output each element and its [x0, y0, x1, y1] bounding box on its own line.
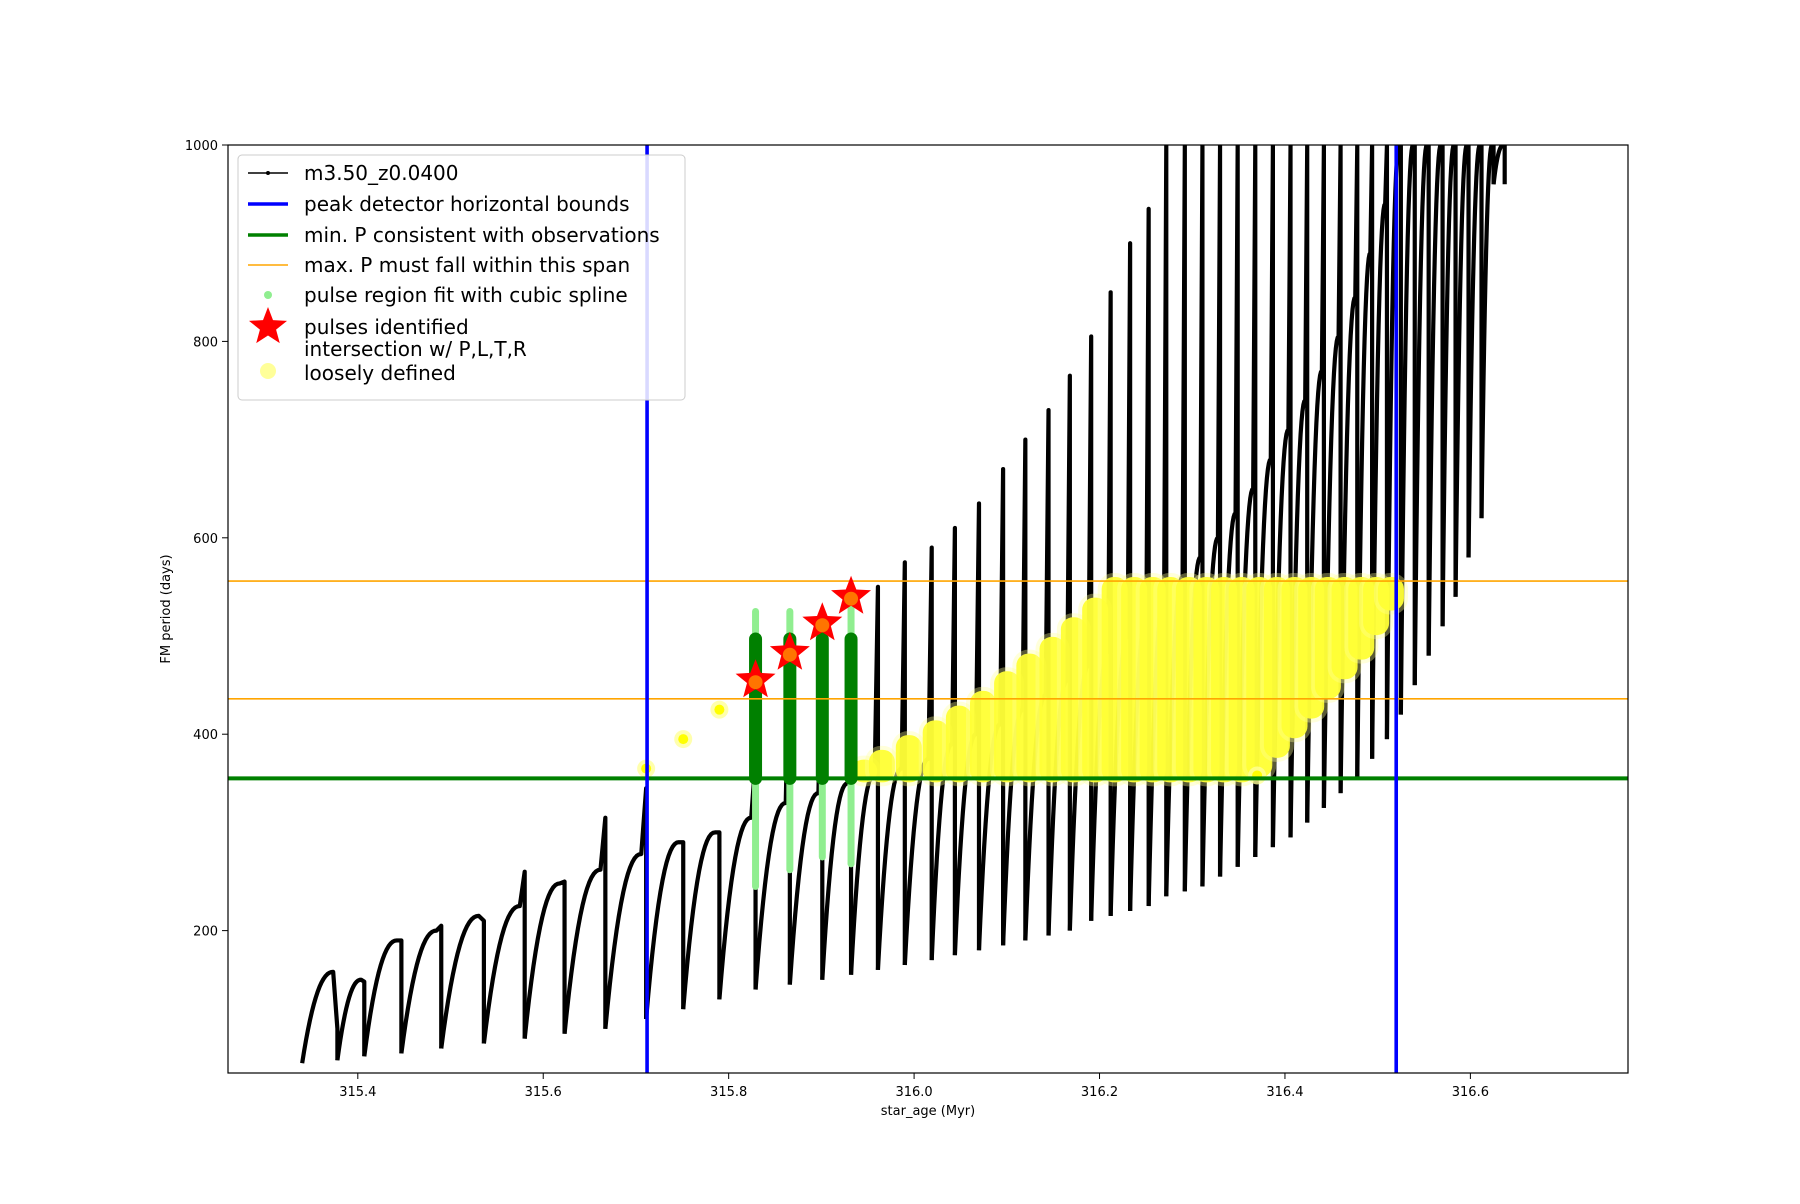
intersection-band: [945, 705, 972, 783]
legend-label: peak detector horizontal bounds: [304, 192, 630, 216]
x-tick-label: 316.4: [1266, 1085, 1303, 1100]
legend-label: max. P must fall within this span: [304, 253, 630, 277]
x-tick-label: 316.2: [1081, 1085, 1118, 1100]
intersection-band-halo: [965, 686, 1000, 787]
pulse-identified-core: [815, 618, 830, 633]
x-tick-label: 316.6: [1452, 1085, 1489, 1100]
model-track-cycle: [1479, 145, 1496, 519]
legend-handle-dot: [260, 363, 276, 379]
y-tick-label: 400: [193, 728, 218, 743]
y-tick-label: 200: [193, 925, 218, 940]
intersection-band-halo: [891, 731, 926, 787]
model-track-cycle: [522, 879, 567, 1039]
model-track-cycle: [644, 840, 686, 1020]
intersection-point-core: [714, 704, 725, 715]
legend-label: m3.50_z0.0400: [304, 161, 459, 185]
plot-content: [228, 145, 1628, 1073]
model-track-cycle: [787, 609, 825, 985]
x-tick-label: 315.8: [710, 1085, 747, 1100]
model-track-cycle: [481, 869, 527, 1044]
legend-handle-marker: [266, 171, 270, 175]
y-tick-label: 800: [193, 335, 218, 350]
model-track-cycle: [820, 624, 854, 980]
model-track-cycle: [1426, 145, 1445, 656]
model-track-cycle: [1370, 145, 1390, 759]
legend-label: loosely defined: [304, 361, 456, 385]
intersection-band: [1039, 636, 1066, 783]
intersection-band: [868, 749, 895, 783]
model-track-cycle: [717, 756, 758, 1000]
intersection-band-halo: [1012, 649, 1047, 787]
intersection-band-halo: [941, 701, 976, 787]
pulse-identified-core: [844, 591, 859, 606]
y-tick-label: 600: [193, 532, 218, 547]
pulse-identified-core: [748, 675, 763, 690]
intersection-band-halo: [1373, 573, 1408, 615]
model-track-cycle: [399, 923, 444, 1054]
x-tick-label: 315.6: [525, 1085, 562, 1100]
x-axis-label: star_age (Myr): [881, 1104, 975, 1119]
intersection-point-core: [678, 734, 689, 745]
legend-handle-star: [248, 307, 288, 344]
intersection-band-halo: [864, 745, 899, 787]
x-tick-label: 315.4: [339, 1085, 376, 1100]
model-track-cycle: [603, 786, 649, 1030]
model-track-cycle: [300, 969, 340, 1064]
model-track-cycle: [439, 913, 486, 1049]
model-track-cycle: [1412, 145, 1431, 686]
legend-label: intersection w/ P,L,T,R: [304, 337, 527, 361]
intersection-band: [922, 720, 949, 783]
model-track-cycle: [562, 815, 608, 1034]
model-track-cycle: [1398, 145, 1417, 715]
plot-area: [228, 145, 1628, 1073]
axes: 315.4 315.6 315.8 316.0 316.2 316.4 316.6 200 40…: [185, 139, 1489, 1100]
y-axis-label: FM period (days): [159, 554, 174, 663]
y-tick-label: 1000: [185, 139, 218, 154]
axes-frame: [227, 144, 1629, 1074]
pulse-identified-core: [782, 647, 797, 662]
model-track-cycle: [362, 938, 404, 1057]
intersection-band: [1060, 617, 1087, 783]
legend-box: [237, 154, 686, 401]
intersection-band-halo: [990, 667, 1025, 787]
intersection-band: [1016, 653, 1043, 783]
legend-label: pulses identified: [304, 315, 469, 339]
model-track-cycle: [681, 830, 722, 1010]
intersection-band: [969, 690, 996, 783]
legend-label: min. P consistent with observations: [304, 223, 660, 247]
model-track-cycle: [1466, 145, 1484, 558]
model-track-cycle: [753, 609, 792, 990]
model-track-cycle: [1384, 145, 1403, 740]
legend-label: pulse region fit with cubic spline: [304, 283, 628, 307]
model-track-cycle: [335, 977, 367, 1061]
intersection-band: [895, 735, 922, 783]
legend-handle-dot: [264, 291, 272, 299]
x-tick-label: 316.0: [895, 1085, 932, 1100]
intersection-band-halo: [918, 716, 953, 787]
model-track-cycle: [1440, 145, 1458, 627]
model-track-cycle: [1453, 145, 1471, 597]
